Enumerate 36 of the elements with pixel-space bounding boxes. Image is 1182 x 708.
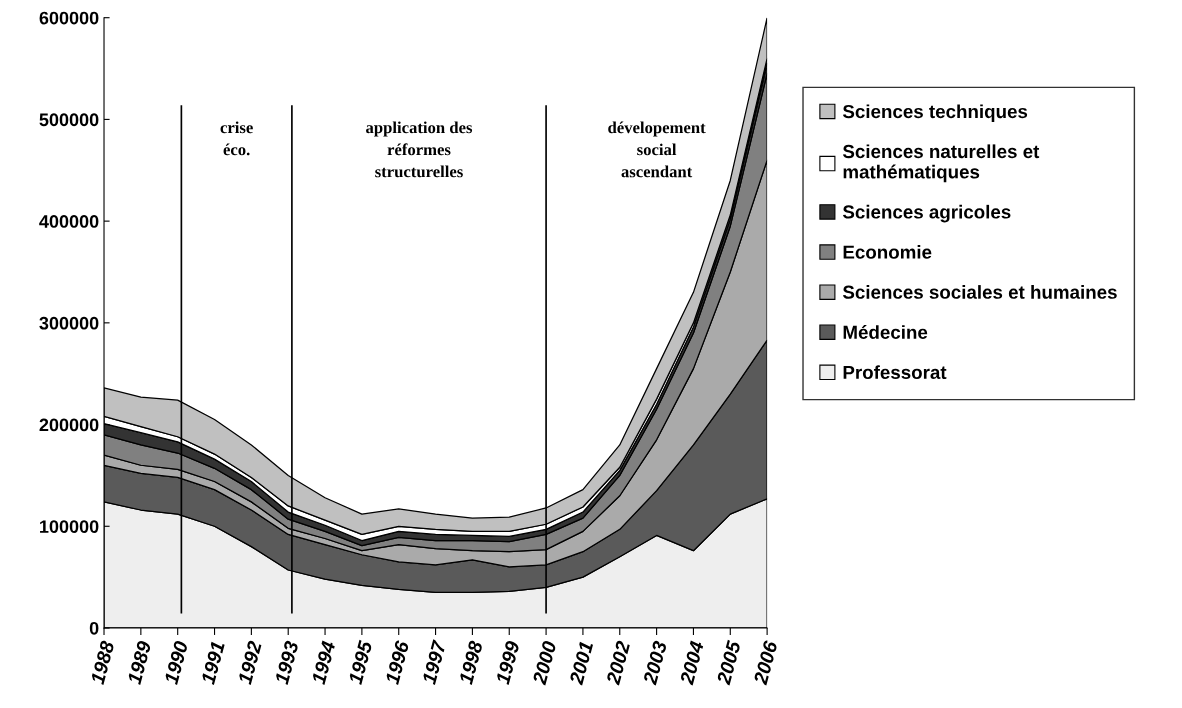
x-tick-label: 1998 (458, 639, 484, 685)
y-tick-label: 400000 (39, 215, 99, 228)
legend-label: Sciences techniques (842, 104, 1028, 122)
x-tick-label: 1990 (163, 640, 189, 685)
x-tick-label: 2000 (532, 640, 557, 686)
x-tick-label: 1995 (348, 639, 373, 685)
x-tick-label: 2005 (716, 639, 741, 686)
x-tick-label: 1989 (127, 640, 152, 685)
legend-label: Sciences sociales et humaines (842, 285, 1117, 299)
legend-label: Sciences naturelles et mathématiques (842, 144, 1040, 183)
legend-label: Sciences agricoles (842, 204, 1011, 223)
y-tick-label: 200000 (39, 418, 99, 432)
y-tick-label: 300000 (39, 316, 99, 330)
x-tick-label: 2006 (753, 639, 778, 686)
y-tick-label: 500000 (39, 113, 99, 127)
x-tick-label: 1991 (200, 640, 225, 685)
annotation: dévelopement social ascendant (608, 121, 706, 178)
y-tick-label: 600000 (39, 11, 99, 25)
x-tick-label: 1992 (237, 640, 262, 685)
x-tick-label: 1994 (311, 640, 336, 685)
legend-label: Professorat (843, 365, 947, 380)
x-tick-label: 1996 (384, 639, 410, 685)
y-tick-label: 100000 (40, 520, 99, 533)
legend-label: Médecine (843, 325, 928, 339)
annotation: application des réformes structurelles (366, 121, 473, 178)
x-tick-label: 2004 (679, 640, 704, 686)
x-tick-label: 2002 (605, 640, 631, 686)
y-tick-label: 0 (89, 621, 99, 635)
x-tick-label: 2003 (642, 640, 668, 686)
x-tick-label: 1999 (495, 640, 520, 685)
annotation: crise éco. (220, 121, 253, 156)
legend-label: Economie (843, 245, 932, 259)
x-tick-label: 2001 (568, 640, 594, 686)
x-tick-label: 1993 (274, 640, 299, 685)
x-tick-label: 1997 (421, 639, 447, 685)
x-tick-label: 1988 (90, 639, 115, 685)
